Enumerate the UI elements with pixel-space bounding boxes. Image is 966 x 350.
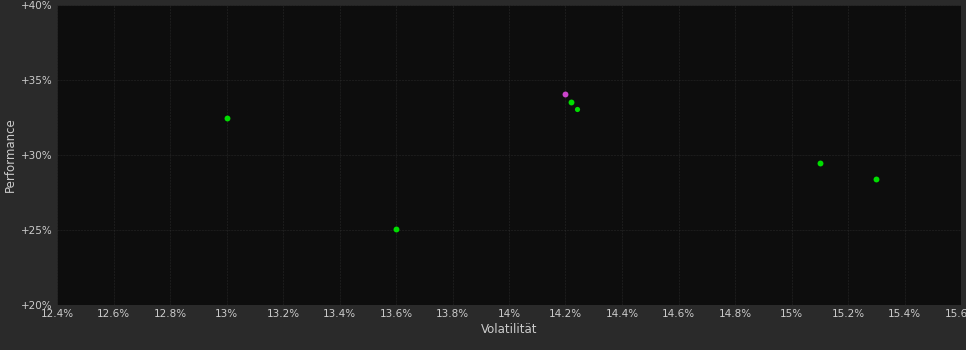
X-axis label: Volatilität: Volatilität	[481, 323, 537, 336]
Point	[812, 160, 828, 165]
Point	[557, 91, 573, 97]
Point	[569, 106, 584, 111]
Point	[388, 226, 404, 231]
Point	[868, 176, 884, 182]
Point	[563, 99, 579, 105]
Y-axis label: Performance: Performance	[4, 118, 17, 192]
Point	[218, 115, 234, 120]
